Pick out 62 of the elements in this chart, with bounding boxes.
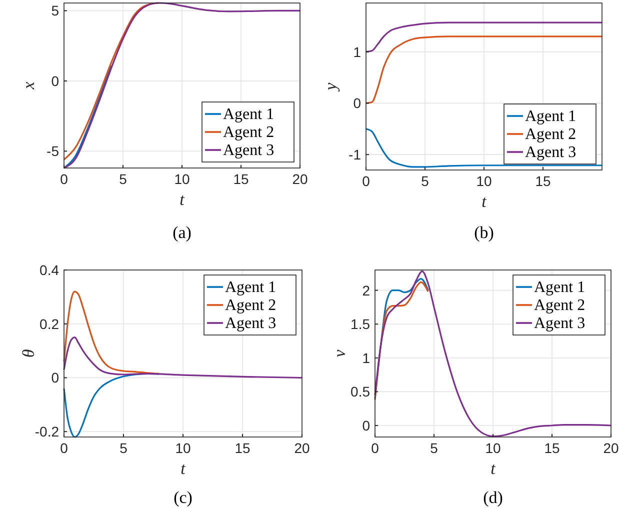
x-tick-label: 15 [234,440,250,456]
legend-label: Agent 3 [223,142,274,159]
y-axis-title: x [19,81,38,90]
y-tick-label: -5 [46,143,60,160]
line-series [365,22,603,53]
text: (b) [474,223,494,242]
line-series [63,64,112,169]
y-tick-label: 0.2 [40,316,60,332]
y-axis-title: θ [19,349,38,358]
x-tick-label: 10 [174,171,190,187]
x-tick-label: 5 [430,440,438,456]
x-tick-label: 10 [476,173,492,189]
x-tick-label: 5 [119,171,128,187]
line-series [63,2,301,169]
text: (a) [172,223,192,242]
x-axis-title: t [490,459,497,478]
y-tick-label: -1 [348,146,362,163]
x-tick-label: 10 [485,440,501,456]
y-tick-label: 0 [51,72,60,89]
x-tick-label: 20 [294,440,310,456]
legend-label: Agent 1 [225,279,276,296]
y-tick-label: -0.2 [34,424,60,440]
x-tick-label: 5 [421,173,430,189]
y-tick-label: 5 [51,2,60,19]
y-tick-label: 1 [353,44,362,60]
y-tick-label: 0 [51,370,60,386]
y-tick-label: 0.5 [350,384,370,400]
x-tick-label: 5 [120,440,128,456]
y-tick-label: 1.5 [350,316,370,332]
legend-label: Agent 3 [225,315,276,332]
x-tick-label: 15 [544,440,560,456]
x-tick-label: 10 [175,440,191,456]
legend-label: Agent 2 [225,297,276,314]
legend-label: Agent 1 [534,279,586,296]
x-tick-label: 15 [233,171,249,187]
x-tick-label: 20 [292,171,308,187]
line-series [374,270,612,438]
y-axis-title: y [321,82,340,92]
legend-label: Agent 2 [534,297,586,314]
text: (d) [483,488,503,507]
y-tick-label: 2 [362,282,370,298]
legend-label: Agent 2 [223,124,274,141]
x-axis-title: t [482,192,488,211]
text: (c) [174,488,192,507]
legend-label: Agent 1 [525,108,576,125]
y-tick-label: 0 [353,95,362,112]
legend-label: Agent 2 [525,126,576,143]
y-tick-label: 0 [362,418,370,434]
line-series [365,128,603,168]
legend-label: Agent 3 [525,144,576,161]
x-tick-label: 15 [535,173,551,189]
line-series [365,36,603,104]
y-tick-label: 1 [362,350,370,366]
y-tick-label: 0.4 [40,262,60,278]
legend-label: Agent 1 [223,106,274,123]
x-tick-label: 20 [603,440,619,456]
legend-label: Agent 3 [534,315,586,332]
line-series [63,336,303,379]
y-axis-title: v [330,349,349,358]
x-axis-title: t [180,190,186,209]
line-series [63,290,160,374]
x-axis-title: t [180,459,187,478]
